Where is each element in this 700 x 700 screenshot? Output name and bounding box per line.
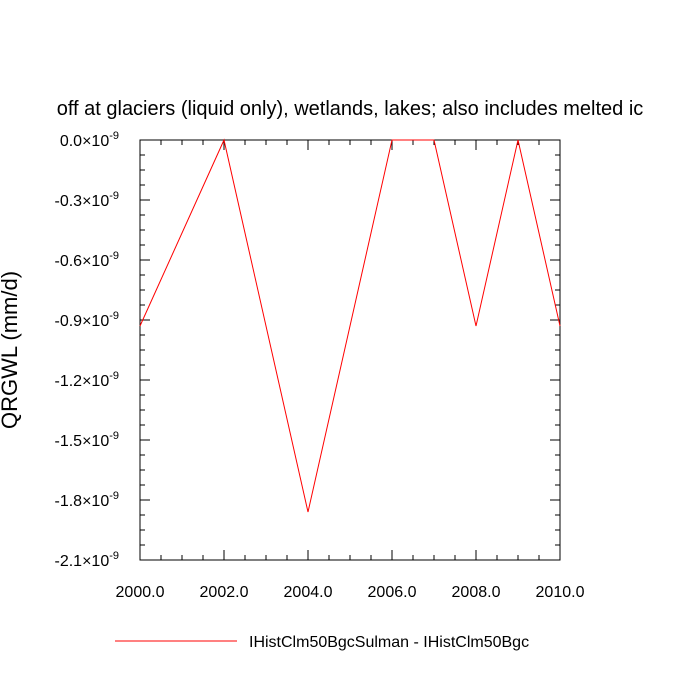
x-tick-label: 2006.0 [368, 584, 417, 601]
x-tick-label: 2004.0 [284, 584, 333, 601]
legend-label: IHistClm50BgcSulman - IHistClm50Bgc [249, 634, 529, 651]
y-tick-label: -0.6×10-9 [55, 250, 120, 270]
y-axis-label: QRGWL (mm/d) [0, 271, 22, 429]
legend: IHistClm50BgcSulman - IHistClm50Bgc [115, 634, 529, 651]
x-tick-label: 2000.0 [116, 584, 165, 601]
x-tick-label: 2002.0 [200, 584, 249, 601]
x-tick-label: 2008.0 [452, 584, 501, 601]
plot-frame [139, 139, 561, 561]
x-tick-label: 2010.0 [536, 584, 585, 601]
y-tick-label: -1.5×10-9 [55, 430, 120, 450]
y-tick-label: -2.1×10-9 [55, 550, 120, 570]
chart-title: off at glaciers (liquid only), wetlands,… [57, 98, 644, 120]
y-tick-label: -1.8×10-9 [55, 490, 120, 510]
plot-area: 2000.0 2002.0 2004.0 2006.0 2008.0 2010.0 0.0×… [55, 130, 585, 601]
y-tick-label: -1.2×10-9 [55, 370, 120, 390]
y-tick-label: -0.9×10-9 [55, 310, 120, 330]
y-tick-label: -0.3×10-9 [55, 190, 120, 210]
y-tick-label: 0.0×10-9 [60, 130, 119, 150]
series-line [139, 138, 561, 513]
